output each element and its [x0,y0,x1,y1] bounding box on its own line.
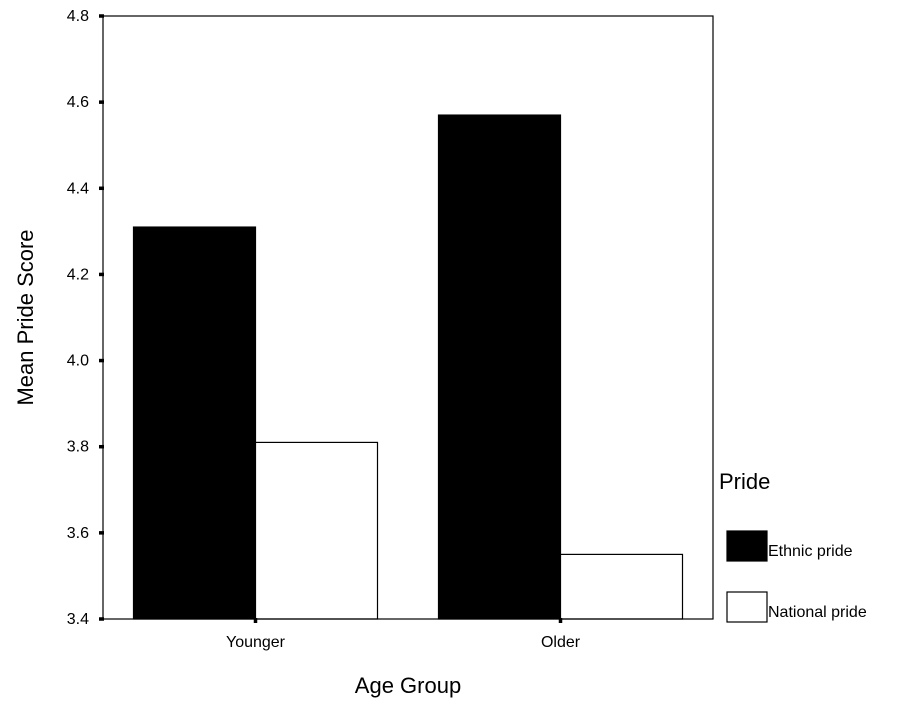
bars-layer [132,114,684,620]
x-tick-label: Older [541,634,581,651]
x-axis-ticks: Younger Older [226,618,581,651]
legend: Pride Ethnic pride National pride [719,469,867,623]
y-tick-label: 4.8 [67,8,89,25]
legend-swatch-national-pride [726,591,768,623]
bar-ethnic-pride-younger [132,226,257,620]
x-axis-title: Age Group [355,673,461,698]
y-tick-label: 4.2 [67,266,89,283]
y-tick-label: 4.4 [67,180,89,197]
x-tick-label: Younger [226,634,286,651]
y-axis-ticks: 3.4 3.6 3.8 4.0 4.2 4.4 4.6 4.8 [67,8,104,628]
y-tick-label: 3.6 [67,525,89,542]
y-tick-label: 3.8 [67,439,89,456]
y-tick-label: 3.4 [67,611,89,628]
legend-items: Ethnic pride National pride [726,530,867,623]
bar-national-pride-older [559,553,684,620]
legend-swatch-ethnic-pride [726,530,768,562]
legend-label-ethnic-pride: Ethnic pride [768,543,853,560]
y-tick-label: 4.6 [67,94,89,111]
bar-ethnic-pride-older [437,114,562,620]
y-tick-label: 4.0 [67,353,89,370]
plot-area-frame [102,15,714,620]
legend-title: Pride [719,469,770,494]
y-axis-title: Mean Pride Score [13,229,38,405]
bar-national-pride-younger [254,441,379,620]
legend-label-national-pride: National pride [768,604,867,621]
